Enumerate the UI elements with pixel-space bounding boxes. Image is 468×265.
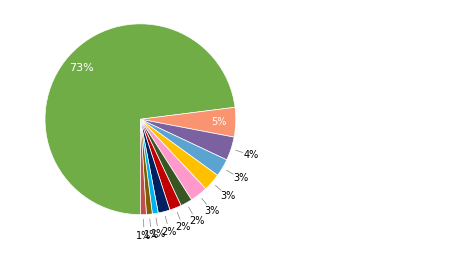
Text: 3%: 3% <box>220 191 235 201</box>
Text: 1%: 1% <box>144 230 159 240</box>
Text: 2%: 2% <box>189 216 204 226</box>
Wedge shape <box>140 119 170 213</box>
Wedge shape <box>140 119 153 214</box>
Wedge shape <box>140 119 234 160</box>
Text: 4%: 4% <box>243 150 259 160</box>
Wedge shape <box>45 24 235 215</box>
Text: 1%: 1% <box>151 229 166 239</box>
Text: 3%: 3% <box>233 174 248 183</box>
Wedge shape <box>140 119 191 206</box>
Text: 2%: 2% <box>161 227 177 237</box>
Text: 1%: 1% <box>137 231 152 241</box>
Wedge shape <box>140 119 206 200</box>
Wedge shape <box>140 119 146 215</box>
Wedge shape <box>140 119 158 214</box>
Wedge shape <box>140 119 218 189</box>
Wedge shape <box>140 119 181 210</box>
Text: 73%: 73% <box>69 63 94 73</box>
Wedge shape <box>140 107 236 137</box>
Wedge shape <box>140 119 227 175</box>
Text: 5%: 5% <box>211 117 226 127</box>
Text: 2%: 2% <box>176 222 191 232</box>
Text: 3%: 3% <box>204 206 219 216</box>
